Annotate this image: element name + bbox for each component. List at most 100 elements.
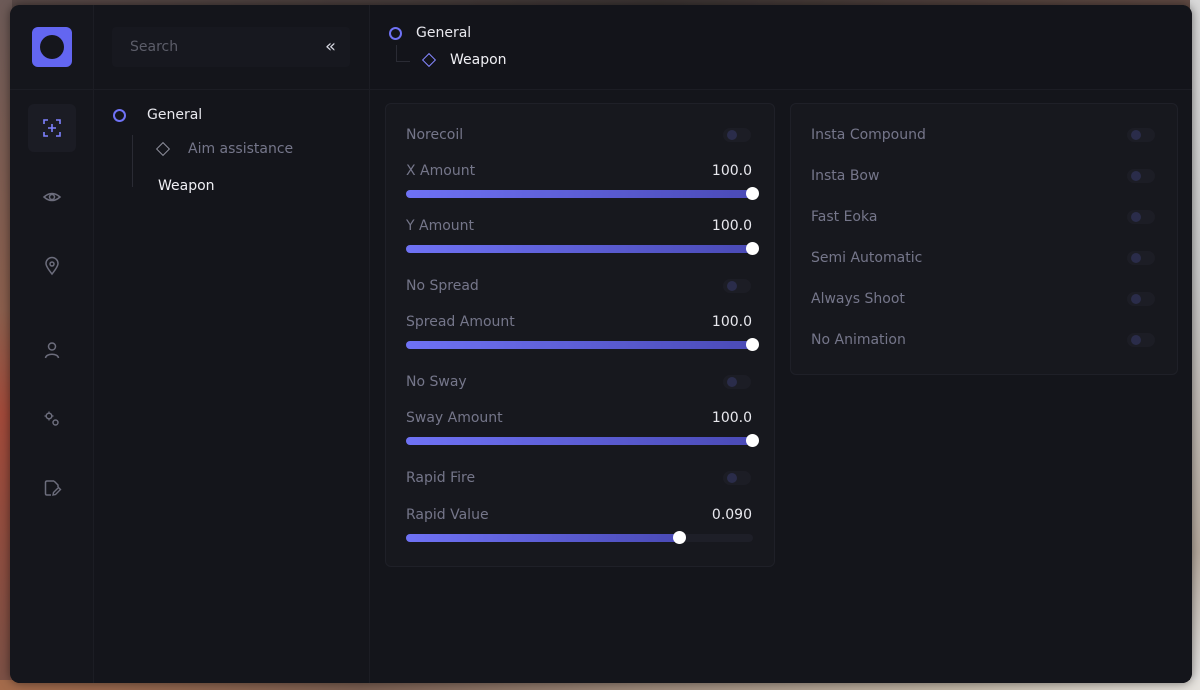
semi-automatic-toggle[interactable] bbox=[1127, 251, 1155, 265]
no-sway-label: No Sway bbox=[406, 374, 467, 390]
tree-item-aim-assistance[interactable]: Aim assistance bbox=[155, 141, 294, 157]
rail-divider bbox=[10, 89, 94, 90]
diamond-icon bbox=[155, 141, 171, 157]
slider-fill bbox=[406, 534, 680, 542]
slider-fill bbox=[406, 190, 753, 198]
icon-rail bbox=[10, 5, 94, 683]
tree-group-label: General bbox=[147, 107, 203, 123]
slider-thumb[interactable] bbox=[746, 338, 759, 351]
no-sway-toggle[interactable] bbox=[723, 375, 751, 389]
tree-item-label: Weapon bbox=[158, 178, 215, 194]
rail-misc-button[interactable] bbox=[28, 395, 76, 443]
rail-player-button[interactable] bbox=[28, 326, 76, 374]
user-icon bbox=[44, 342, 60, 359]
rapid-value-slider[interactable] bbox=[406, 531, 753, 544]
circle-icon bbox=[389, 26, 402, 40]
semi-automatic-label: Semi Automatic bbox=[811, 250, 923, 266]
rapid-value-value: 0.090 bbox=[711, 507, 752, 523]
norecoil-label: Norecoil bbox=[406, 127, 464, 143]
slider-fill bbox=[406, 341, 753, 349]
toggle-knob bbox=[1131, 171, 1141, 181]
toggle-knob bbox=[1131, 294, 1141, 304]
fast-eoka-toggle[interactable] bbox=[1127, 210, 1155, 224]
rail-visuals-button[interactable] bbox=[28, 173, 76, 221]
always-shoot-label: Always Shoot bbox=[811, 291, 905, 307]
tree-connector bbox=[132, 135, 133, 187]
search-input[interactable] bbox=[130, 39, 325, 55]
insta-bow-label: Insta Bow bbox=[811, 168, 880, 184]
eye-icon bbox=[42, 192, 62, 202]
toggle-knob bbox=[1131, 130, 1141, 140]
search-box[interactable]: « bbox=[112, 27, 350, 67]
breadcrumb-connector bbox=[396, 61, 410, 62]
edit-file-icon bbox=[44, 480, 62, 496]
logo-icon bbox=[32, 27, 72, 67]
sway-amount-value: 100.0 bbox=[711, 410, 752, 426]
rapid-fire-label: Rapid Fire bbox=[406, 470, 476, 486]
breadcrumb-connector bbox=[396, 45, 397, 61]
app-window: « General Aim assistance Weapon General … bbox=[10, 5, 1192, 683]
slider-thumb[interactable] bbox=[673, 531, 686, 544]
rail-map-button[interactable] bbox=[28, 242, 76, 290]
weapon-settings-card: Norecoil X Amount 100.0 Y Amount 100.0 N… bbox=[385, 103, 775, 567]
rail-aim-button[interactable] bbox=[28, 104, 76, 152]
toggle-knob bbox=[727, 377, 737, 387]
diamond-icon bbox=[421, 52, 437, 68]
settings-gears-icon bbox=[44, 411, 59, 426]
toggle-knob bbox=[727, 130, 737, 140]
insta-compound-toggle[interactable] bbox=[1127, 128, 1155, 142]
y-amount-label: Y Amount bbox=[406, 218, 475, 234]
x-amount-label: X Amount bbox=[406, 163, 476, 179]
background-right bbox=[1190, 0, 1200, 690]
logo-inner bbox=[40, 35, 64, 59]
no-animation-toggle[interactable] bbox=[1127, 333, 1155, 347]
sway-amount-label: Sway Amount bbox=[406, 410, 503, 426]
sway-amount-slider[interactable] bbox=[406, 434, 759, 447]
y-amount-slider[interactable] bbox=[406, 242, 759, 255]
sidebar-divider bbox=[94, 89, 370, 90]
tree-group-general[interactable]: General bbox=[113, 107, 202, 123]
map-pin-icon bbox=[45, 256, 59, 276]
slider-fill bbox=[406, 437, 753, 445]
spread-amount-label: Spread Amount bbox=[406, 314, 515, 330]
toggle-knob bbox=[1131, 253, 1141, 263]
aim-icon bbox=[43, 119, 61, 137]
rapid-value-label: Rapid Value bbox=[406, 507, 489, 523]
slider-fill bbox=[406, 245, 753, 253]
toggle-knob bbox=[727, 473, 737, 483]
rail-config-button[interactable] bbox=[28, 464, 76, 512]
no-spread-label: No Spread bbox=[406, 278, 479, 294]
breadcrumb-parent-label: General bbox=[416, 25, 472, 41]
no-animation-label: No Animation bbox=[811, 332, 906, 348]
y-amount-value: 100.0 bbox=[711, 218, 752, 234]
spread-amount-value: 100.0 bbox=[711, 314, 752, 330]
insta-compound-label: Insta Compound bbox=[811, 127, 926, 143]
collapse-sidebar-icon[interactable]: « bbox=[324, 36, 336, 57]
slider-thumb[interactable] bbox=[746, 187, 759, 200]
sidebar: « General Aim assistance Weapon bbox=[94, 5, 370, 683]
breadcrumb-parent[interactable]: General bbox=[389, 25, 471, 41]
fast-eoka-label: Fast Eoka bbox=[811, 209, 878, 225]
toggle-knob bbox=[1131, 335, 1141, 345]
rapid-fire-toggle[interactable] bbox=[723, 471, 751, 485]
circle-icon bbox=[113, 108, 126, 122]
breadcrumb: General Weapon bbox=[370, 5, 1192, 89]
breadcrumb-current-label: Weapon bbox=[450, 52, 507, 68]
toggle-knob bbox=[1131, 212, 1141, 222]
x-amount-value: 100.0 bbox=[711, 163, 752, 179]
background-left bbox=[0, 0, 12, 690]
main-content: Norecoil X Amount 100.0 Y Amount 100.0 N… bbox=[370, 89, 1192, 683]
spread-amount-slider[interactable] bbox=[406, 338, 759, 351]
tree-item-label: Aim assistance bbox=[188, 141, 294, 157]
breadcrumb-current[interactable]: Weapon bbox=[421, 52, 507, 68]
tree-item-weapon[interactable]: Weapon bbox=[158, 178, 215, 194]
slider-thumb[interactable] bbox=[746, 242, 759, 255]
norecoil-toggle[interactable] bbox=[723, 128, 751, 142]
background-bottom bbox=[0, 680, 1200, 690]
slider-thumb[interactable] bbox=[746, 434, 759, 447]
always-shoot-toggle[interactable] bbox=[1127, 292, 1155, 306]
weapon-toggles-card: Insta Compound Insta Bow Fast Eoka Semi … bbox=[790, 103, 1178, 375]
x-amount-slider[interactable] bbox=[406, 187, 759, 200]
insta-bow-toggle[interactable] bbox=[1127, 169, 1155, 183]
no-spread-toggle[interactable] bbox=[723, 279, 751, 293]
